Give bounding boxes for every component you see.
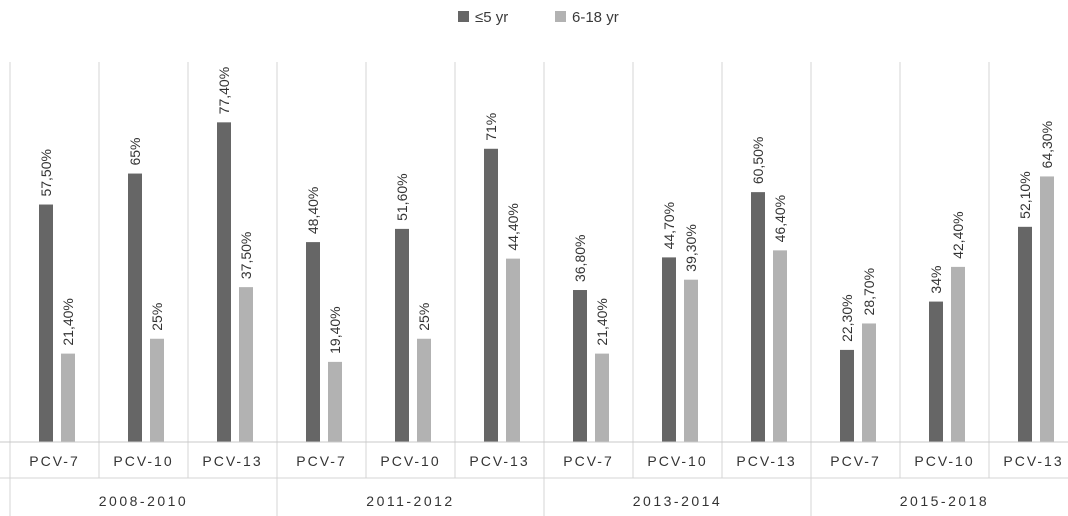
x-axis: PCV-7 PCV-10 PCV-13 PCV-7 PCV-10 PCV-13 PCV-7 P… (0, 441, 1068, 509)
bar-s2-6 (506, 258, 520, 442)
value-label-s1-5: 51,60% (394, 173, 410, 220)
bar-s2-1 (61, 353, 75, 442)
value-label-s2-5: 25% (416, 303, 432, 331)
value-label-s2-12: 64,30% (1039, 121, 1055, 168)
value-label-s1-12: 52,10% (1017, 171, 1033, 218)
value-label-s2-11: 42,40% (950, 211, 966, 258)
bar-s1-4 (306, 242, 320, 442)
bar-s1-6 (484, 148, 498, 442)
value-label-s2-4: 19,40% (327, 306, 343, 353)
category-label-7: PCV-7 (563, 453, 613, 469)
value-label-s1-11: 34% (928, 266, 944, 294)
bars (39, 122, 1054, 443)
value-label-s1-1: 57,50% (38, 149, 54, 196)
value-label-s2-9: 46,40% (772, 195, 788, 242)
category-dividers (9, 62, 990, 516)
value-label-s1-8: 44,70% (661, 202, 677, 249)
category-label-11: PCV-10 (914, 453, 974, 469)
bar-s1-1 (39, 204, 53, 442)
bar-s1-7 (573, 290, 587, 442)
group-label-4: 2015-2018 (900, 493, 989, 509)
value-label-s2-3: 37,50% (238, 232, 254, 279)
value-labels: 57,50% 65% 77,40% 48,40% 51,60% 71% 36,80% 44,7… (38, 67, 1055, 354)
group-label-3: 2013-2014 (633, 493, 722, 509)
value-label-s1-2: 65% (127, 138, 143, 166)
value-label-s1-6: 71% (483, 113, 499, 141)
bar-s1-9 (751, 192, 765, 442)
bar-s1-10 (840, 349, 854, 442)
bar-s2-10 (862, 323, 876, 442)
value-label-s1-4: 48,40% (305, 187, 321, 234)
legend-label-2: 6-18 yr (572, 9, 619, 26)
legend: ≤5 yr 6-18 yr (458, 9, 619, 26)
bar-s2-7 (595, 353, 609, 442)
value-label-s2-2: 25% (149, 303, 165, 331)
value-label-s2-7: 21,40% (594, 298, 610, 345)
value-label-s1-7: 36,80% (572, 235, 588, 282)
bar-s2-5 (417, 338, 431, 442)
bar-s2-8 (684, 279, 698, 442)
category-label-8: PCV-10 (647, 453, 707, 469)
category-label-10: PCV-7 (830, 453, 880, 469)
value-label-s1-9: 60,50% (750, 137, 766, 184)
legend-swatch-1 (458, 11, 469, 22)
bar-s1-8 (662, 257, 676, 442)
value-label-s1-3: 77,40% (216, 67, 232, 114)
category-label-2: PCV-10 (113, 453, 173, 469)
value-label-s2-10: 28,70% (861, 268, 877, 315)
value-label-s2-1: 21,40% (60, 298, 76, 345)
bar-s2-12 (1040, 176, 1054, 443)
category-label-1: PCV-7 (29, 453, 79, 469)
legend-swatch-2 (555, 11, 566, 22)
bar-s2-9 (773, 250, 787, 442)
category-label-4: PCV-7 (296, 453, 346, 469)
bar-s1-12 (1018, 226, 1032, 442)
bar-s2-11 (951, 266, 965, 442)
value-label-s2-6: 44,40% (505, 203, 521, 250)
bar-s2-4 (328, 361, 342, 442)
bar-s1-11 (929, 301, 943, 442)
category-label-3: PCV-13 (202, 453, 262, 469)
bar-s1-5 (395, 228, 409, 442)
category-label-12: PCV-13 (1003, 453, 1063, 469)
group-label-1: 2008-2010 (99, 493, 188, 509)
bar-s2-3 (239, 287, 253, 442)
bar-s2-2 (150, 338, 164, 442)
value-label-s1-10: 22,30% (839, 294, 855, 341)
bar-s1-2 (128, 173, 142, 443)
legend-label-1: ≤5 yr (475, 9, 508, 26)
group-label-2: 2011-2012 (366, 493, 454, 509)
value-label-s2-8: 39,30% (683, 224, 699, 271)
category-label-9: PCV-13 (736, 453, 796, 469)
bar-s1-3 (217, 122, 231, 442)
category-label-6: PCV-13 (469, 453, 529, 469)
category-label-5: PCV-10 (380, 453, 440, 469)
